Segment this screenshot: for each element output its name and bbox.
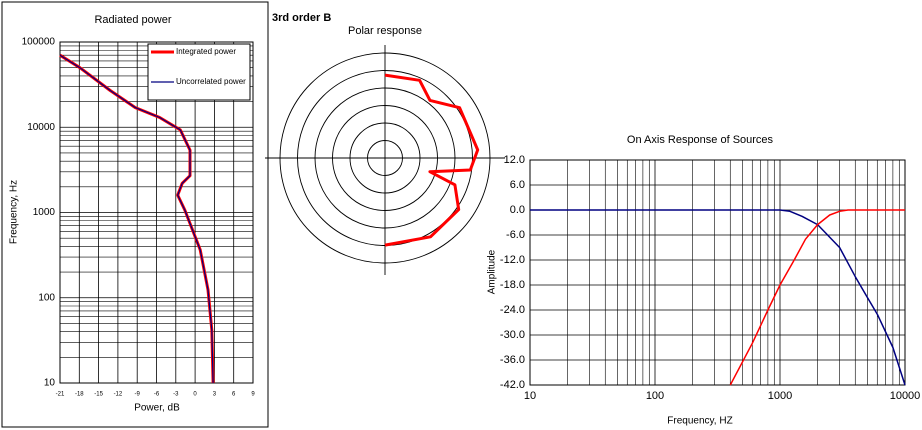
y-axis-label: Frequency, Hz xyxy=(9,180,20,244)
plot-border xyxy=(529,159,906,386)
x-tick-label: 10 xyxy=(524,390,536,402)
y-tick-label: 12.0 xyxy=(504,154,525,166)
y-tick-label: -6.0 xyxy=(506,229,525,241)
y-tick-label: 10000 xyxy=(27,122,55,133)
x-tick-label: 0 xyxy=(193,392,197,398)
chart-title: On Axis Response of Sources xyxy=(627,134,774,146)
x-tick-label: -21 xyxy=(56,392,65,398)
y-tick-label: -24.0 xyxy=(500,304,525,316)
chart-title: Radiated power xyxy=(94,14,171,26)
chart-subtitle: Polar response xyxy=(348,25,422,37)
y-tick-label: 100 xyxy=(38,292,55,303)
x-tick-label: -9 xyxy=(135,392,141,398)
x-tick-label: -6 xyxy=(154,392,160,398)
x-tick-label: -3 xyxy=(173,392,179,398)
series-line xyxy=(729,209,905,386)
legend-label: Integrated power xyxy=(176,47,236,56)
y-tick-label: -18.0 xyxy=(500,279,525,291)
x-axis-label: Frequency, HZ xyxy=(667,416,732,427)
chart-title: 3rd order B xyxy=(272,12,331,24)
x-tick-label: -12 xyxy=(114,392,123,398)
y-tick-label: 1000 xyxy=(33,207,56,218)
y-tick-label: -12.0 xyxy=(500,254,525,266)
y-axis-label: Amplitude xyxy=(487,249,498,294)
x-axis-label: Power, dB xyxy=(134,403,180,414)
x-tick-label: 9 xyxy=(251,392,255,398)
series-line xyxy=(59,54,214,384)
x-tick-label: 10000 xyxy=(890,390,921,402)
chart-frame xyxy=(1,1,269,428)
x-tick-label: 100 xyxy=(646,390,664,402)
plot-border xyxy=(59,41,254,384)
y-tick-label: -36.0 xyxy=(500,354,525,366)
y-tick-label: -30.0 xyxy=(500,329,525,341)
y-tick-label: -42.0 xyxy=(500,379,525,391)
x-tick-label: 1000 xyxy=(768,390,792,402)
y-tick-label: 10 xyxy=(44,378,56,389)
plot-area xyxy=(530,160,905,385)
y-tick-label: 100000 xyxy=(22,37,56,48)
legend-label: Uncorrelated power xyxy=(176,77,246,86)
x-tick-label: 3 xyxy=(213,392,217,398)
x-tick-label: -18 xyxy=(75,392,84,398)
x-tick-label: -15 xyxy=(94,392,103,398)
y-tick-label: 0.0 xyxy=(510,204,525,216)
y-tick-label: 6.0 xyxy=(510,179,525,191)
series-line xyxy=(530,209,906,386)
x-tick-label: 6 xyxy=(232,392,236,398)
polar-curve xyxy=(384,73,480,247)
